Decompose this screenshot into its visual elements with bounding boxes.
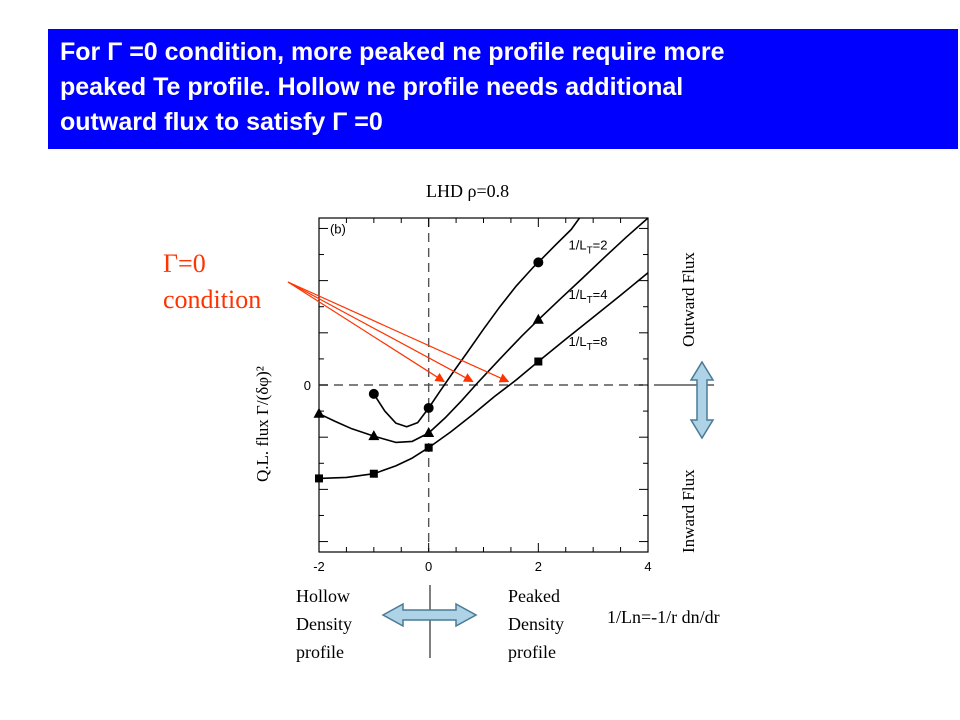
peaked-line-3: profile — [508, 642, 556, 662]
x-tick-label: 4 — [644, 559, 651, 574]
flux-direction-arrow — [689, 360, 715, 440]
series-label-2: 1/LT=4 — [568, 287, 607, 306]
hollow-line-3: profile — [296, 642, 344, 662]
gamma-condition-line-1: Γ=0 — [163, 249, 206, 278]
peaked-density-label: Peaked Density profile — [508, 582, 564, 666]
chart-title: LHD ρ=0.8 — [426, 181, 510, 201]
data-point-triangle — [313, 407, 325, 418]
density-direction-arrow — [381, 602, 478, 628]
y-tick-label: 0 — [304, 378, 311, 393]
data-point-triangle — [532, 313, 544, 324]
condition-arrow — [287, 281, 446, 383]
x-tick-label: 2 — [535, 559, 542, 574]
data-point-circle — [368, 388, 379, 399]
data-point-circle — [533, 257, 544, 268]
title-line-3: outward flux to satisfy Γ =0 — [60, 108, 383, 136]
data-point-circle — [423, 402, 434, 413]
data-point-square — [315, 474, 323, 483]
gamma-condition-line-2: condition — [163, 285, 262, 314]
condition-arrow — [287, 281, 474, 383]
panel-label: (b) — [330, 222, 346, 237]
series-line-1 — [373, 217, 581, 428]
series-label-3: 1/LT=8 — [568, 334, 607, 353]
hollow-line-1: Hollow — [296, 586, 350, 606]
data-point-square — [369, 469, 378, 478]
gamma-condition-label: Γ=0 condition — [163, 246, 261, 318]
peaked-line-1: Peaked — [508, 586, 560, 606]
hollow-density-label: Hollow Density profile — [296, 582, 352, 666]
title-banner: For Γ =0 condition, more peaked ne profi… — [48, 29, 958, 149]
x-tick-label: -2 — [313, 559, 325, 574]
data-point-triangle — [423, 427, 435, 438]
peaked-line-2: Density — [508, 614, 564, 634]
data-point-square — [424, 443, 433, 452]
x-axis-formula: 1/Ln=-1/r dn/dr — [607, 607, 720, 627]
data-point-square — [534, 357, 543, 366]
series-line-3 — [318, 272, 649, 480]
title-line-1: For Γ =0 condition, more peaked ne profi… — [60, 38, 725, 66]
hollow-line-2: Density — [296, 614, 352, 634]
x-tick-label: 0 — [425, 559, 432, 574]
title-line-2: peaked Te profile. Hollow ne profile nee… — [60, 73, 684, 101]
series-label-1: 1/LT=2 — [568, 237, 607, 256]
data-point-triangle — [368, 430, 380, 441]
condition-arrow — [287, 281, 510, 383]
series-line-2 — [318, 217, 649, 444]
